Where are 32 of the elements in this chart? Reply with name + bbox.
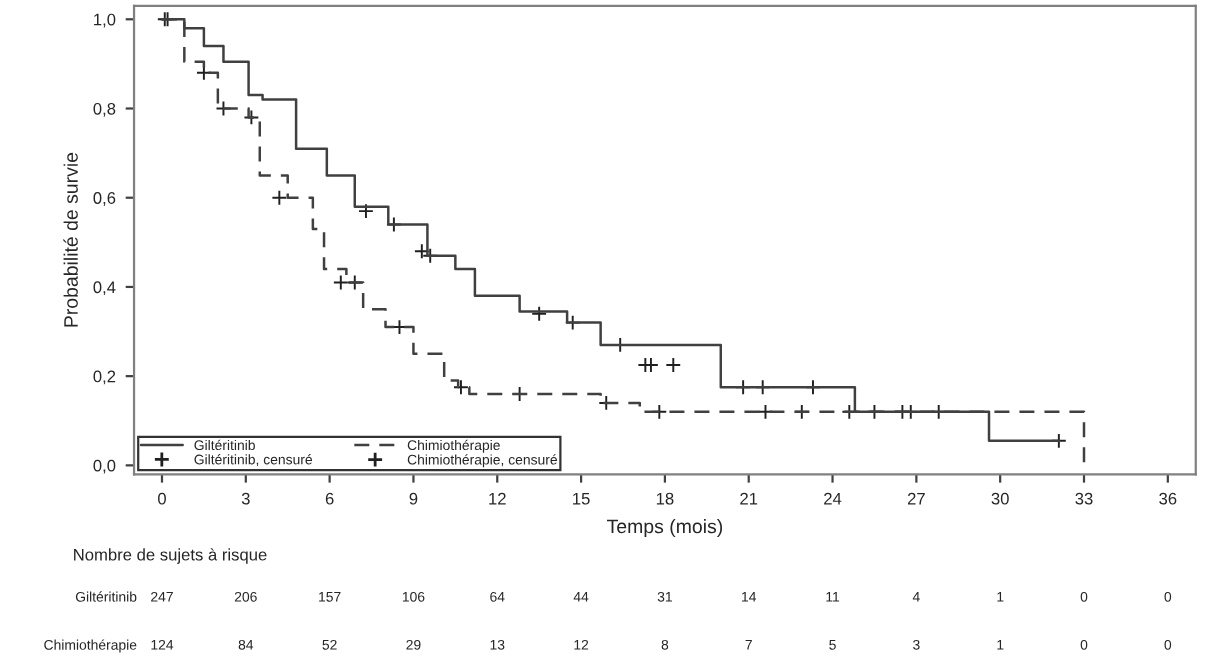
point [243,109,260,126]
point [413,243,430,260]
point [195,64,212,81]
x-axis-title: Temps (mois) [607,518,723,538]
text: Nombre de sujets à risque [74,548,267,564]
x-tick-label: 3 [241,492,250,505]
point [271,189,288,206]
x-tick-label: 0 [158,492,166,505]
x-tick-label: 6 [325,492,334,505]
x-tick-label: 12 [489,492,506,505]
y-tick-label: 0,4 [93,281,116,296]
x-tick-label: 24 [824,492,842,505]
x-tick-label: 18 [656,492,674,505]
y-tick-label: 1,0 [94,13,116,28]
point [665,357,682,373]
y-tick-label: 0,2 [93,370,116,385]
x-tick-label: 27 [907,492,925,505]
point [453,379,469,396]
x-tick-label: 33 [1075,492,1093,505]
x-tick-label: 30 [991,492,1009,505]
point [358,203,374,220]
point [757,403,774,420]
y-tick-label: 0,8 [93,102,116,117]
y-tick-label: 0,6 [93,192,116,206]
y-tick-label: 0,0 [93,459,116,474]
x-tick-label: 21 [740,492,758,505]
point [332,274,349,291]
x-tick-label: 9 [409,492,418,505]
x-tick-label: 36 [1159,492,1177,505]
x-tick-label: 15 [573,492,590,505]
y-axis-title: Probabilité de survie [63,152,78,327]
point [531,305,548,322]
